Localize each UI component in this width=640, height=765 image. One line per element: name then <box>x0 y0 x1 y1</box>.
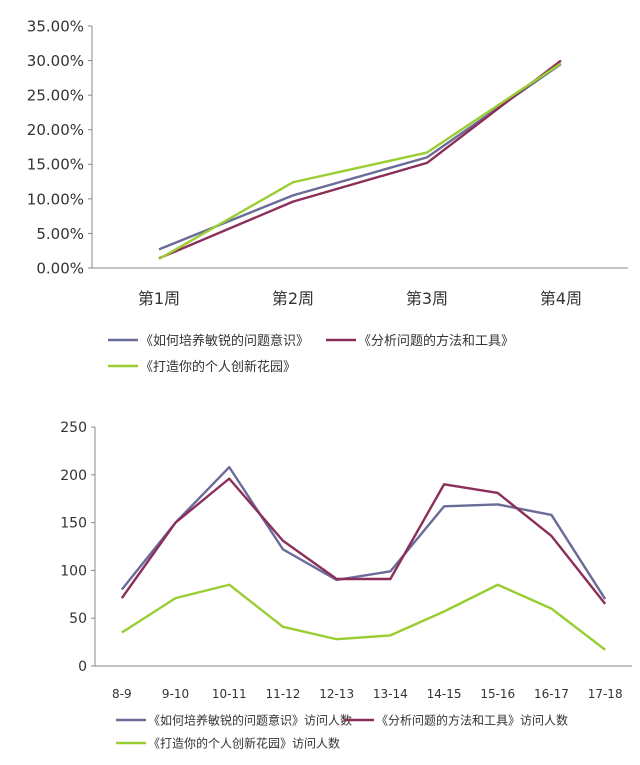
y-tick-label: 0.00% <box>36 259 84 277</box>
y-tick-label: 200 <box>60 468 87 484</box>
x-tick-label: 15-16 <box>480 687 515 701</box>
x-tick-label: 8-9 <box>112 687 132 701</box>
hourly-visitors-chart-svg: 0 50 100 150 200 250 8-9 9-10 10-11 11-12 12-13 13-… <box>60 420 632 751</box>
x-tick-label: 第3周 <box>406 289 448 308</box>
x-tick-label: 13-14 <box>373 687 408 701</box>
legend-label-3: 《打造你的个人创新花园》访问人数 <box>148 736 340 751</box>
y-tick-label: 35.00% <box>27 17 84 35</box>
y-tick-label: 150 <box>60 516 87 532</box>
x-tick-label: 17-18 <box>588 687 623 701</box>
series-line-1 <box>120 465 607 600</box>
y-tick-label: 10.00% <box>27 190 84 208</box>
legend-label-1: 《如何培养敏锐的问题意识》访问人数 <box>148 713 352 728</box>
x-tick-label: 10-11 <box>212 687 247 701</box>
series-line-2 <box>158 59 562 260</box>
x-tick-label: 9-10 <box>162 687 189 701</box>
x-tick-label: 16-17 <box>534 687 569 701</box>
x-tick-label: 第2周 <box>272 289 314 308</box>
legend-label-2: 《分析问题的方法和工具》 <box>358 333 514 349</box>
legend-label-2: 《分析问题的方法和工具》访问人数 <box>376 713 568 728</box>
series-line-3 <box>158 62 562 261</box>
weekly-completion-chart-svg: 0.00% 5.00% 10.00% 15.00% 20.00% 25.00% 30.00%… <box>27 17 628 375</box>
y-tick-label: 50 <box>69 611 87 627</box>
y-tick-label: 15.00% <box>27 156 84 174</box>
y-tick-label: 5.00% <box>36 225 84 243</box>
x-tick-label: 14-15 <box>427 687 462 701</box>
x-tick-label: 11-12 <box>266 687 301 701</box>
series-line-2 <box>120 477 607 605</box>
legend-label-3: 《打造你的个人创新花园》 <box>140 359 296 375</box>
y-tick-label: 30.00% <box>27 52 84 70</box>
legend-label-1: 《如何培养敏锐的问题意识》 <box>140 333 309 349</box>
y-tick-label: 100 <box>60 563 87 579</box>
x-tick-label: 12-13 <box>319 687 354 701</box>
y-tick-label: 250 <box>60 420 87 436</box>
y-tick-label: 20.00% <box>27 121 84 139</box>
hourly-visitors-chart: 0 50 100 150 200 250 8-9 9-10 10-11 11-12 12-13 13-… <box>0 395 640 765</box>
x-tick-label: 第1周 <box>138 289 180 308</box>
y-tick-label: 0 <box>78 659 87 675</box>
x-tick-label: 第4周 <box>540 289 582 308</box>
series-line-3 <box>121 583 606 651</box>
y-tick-label: 25.00% <box>27 87 84 105</box>
series-line-1 <box>158 63 562 251</box>
weekly-completion-chart: 0.00% 5.00% 10.00% 15.00% 20.00% 25.00% 30.00%… <box>27 17 628 375</box>
